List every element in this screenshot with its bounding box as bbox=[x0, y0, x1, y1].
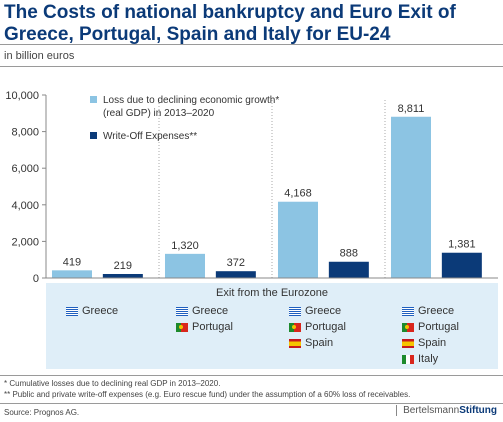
data-label: 888 bbox=[340, 248, 358, 260]
y-tick-label: 0 bbox=[33, 273, 39, 285]
country-name: Spain bbox=[305, 337, 334, 349]
country-item: Spain bbox=[402, 335, 459, 351]
portugal-flag-icon bbox=[402, 322, 414, 332]
footnote-1: * Cumulative losses due to declining rea… bbox=[4, 379, 221, 388]
country-name: Portugal bbox=[305, 321, 346, 333]
legend-label-write-off: Write-Off Expenses** bbox=[103, 131, 197, 142]
bar-gdp-loss bbox=[277, 201, 318, 278]
data-label: 8,811 bbox=[398, 103, 425, 115]
country-item: Greece bbox=[402, 303, 459, 319]
country-item: Portugal bbox=[289, 319, 346, 335]
portugal-flag-icon bbox=[176, 322, 188, 332]
spain-flag-icon bbox=[402, 338, 414, 348]
country-name: Greece bbox=[192, 305, 229, 317]
bar-gdp-loss bbox=[164, 253, 205, 278]
country-name: Italy bbox=[418, 353, 439, 365]
exit-group: Greece Portugal Spain bbox=[289, 303, 346, 351]
country-name: Greece bbox=[418, 305, 455, 317]
data-label: 4,168 bbox=[284, 188, 312, 200]
legend-swatch-gdp-loss bbox=[90, 96, 97, 103]
divider bbox=[0, 375, 503, 376]
legend-label-gdp-loss: Loss due to declining economic growth* bbox=[103, 95, 279, 106]
bar-write-off bbox=[215, 271, 256, 278]
country-item: Spain bbox=[289, 335, 346, 351]
spain-flag-icon bbox=[289, 338, 301, 348]
bar-gdp-loss bbox=[51, 270, 92, 278]
divider bbox=[0, 66, 503, 67]
country-name: Portugal bbox=[418, 321, 459, 333]
unit-subtitle: in billion euros bbox=[4, 50, 75, 62]
y-tick-label: 4,000 bbox=[11, 200, 39, 212]
bar-write-off bbox=[328, 261, 369, 278]
country-name: Portugal bbox=[192, 321, 233, 333]
country-item: Portugal bbox=[176, 319, 233, 335]
footnote-2: ** Public and private write-off expenses… bbox=[4, 390, 411, 399]
data-label: 219 bbox=[114, 260, 132, 272]
exit-group: Greece Portugal Spain Italy bbox=[402, 303, 459, 367]
divider bbox=[0, 403, 503, 404]
y-tick-label: 6,000 bbox=[11, 163, 39, 175]
country-name: Spain bbox=[418, 337, 447, 349]
brand-logo: BertelsmannStiftung bbox=[396, 405, 497, 416]
legend-label-gdp-loss-line2: (real GDP) in 2013–2020 bbox=[103, 108, 215, 119]
greece-flag-icon bbox=[66, 306, 78, 316]
bar-gdp-loss bbox=[390, 116, 431, 278]
bar-chart: 0 2,000 4,000 6,000 8,000 10,000 419 1,320 4,168… bbox=[5, 90, 498, 285]
portugal-flag-icon bbox=[289, 322, 301, 332]
y-tick-label: 2,000 bbox=[11, 236, 39, 248]
italy-flag-icon bbox=[402, 354, 414, 364]
country-item: Italy bbox=[402, 351, 459, 367]
country-item: Greece bbox=[289, 303, 346, 319]
y-tick-label: 10,000 bbox=[5, 90, 39, 102]
exit-group: Greece bbox=[66, 303, 118, 319]
data-label: 419 bbox=[63, 256, 81, 268]
y-tick-label: 8,000 bbox=[11, 127, 39, 139]
data-label: 1,381 bbox=[448, 239, 476, 251]
country-name: Greece bbox=[305, 305, 342, 317]
divider bbox=[0, 44, 503, 45]
chart-title: The Costs of national bankruptcy and Eur… bbox=[4, 2, 456, 45]
data-label: 372 bbox=[227, 257, 245, 269]
country-name: Greece bbox=[82, 305, 119, 317]
country-item: Greece bbox=[176, 303, 233, 319]
greece-flag-icon bbox=[402, 306, 414, 316]
country-item: Greece bbox=[66, 303, 118, 319]
greece-flag-icon bbox=[289, 306, 301, 316]
x-axis-title: Exit from the Eurozone bbox=[216, 287, 328, 299]
country-item: Portugal bbox=[402, 319, 459, 335]
data-label: 1,320 bbox=[171, 240, 199, 252]
legend-swatch-write-off bbox=[90, 132, 97, 139]
bar-write-off bbox=[102, 273, 143, 278]
exit-group: Greece Portugal bbox=[176, 303, 233, 335]
x-axis-panel: Exit from the Eurozone Greece Greece Portu… bbox=[46, 283, 498, 369]
greece-flag-icon bbox=[176, 306, 188, 316]
bar-write-off bbox=[441, 252, 482, 278]
source-note: Source: Prognos AG. bbox=[4, 408, 80, 417]
